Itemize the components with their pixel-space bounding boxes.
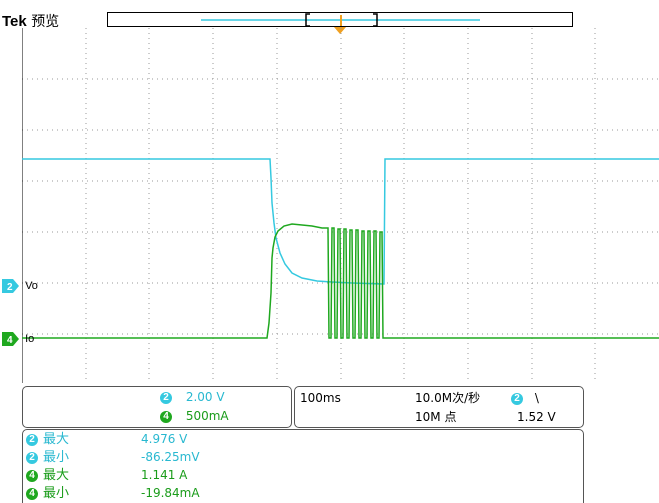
svg-text:2: 2	[7, 282, 13, 293]
svg-text:4: 4	[7, 335, 13, 346]
measurement-row: 2 最小 -86.25mV	[26, 450, 200, 465]
ch4-marker-arrow-icon: 4	[2, 332, 19, 346]
trigger-level: 1.52 V	[517, 410, 556, 424]
trigger-source-readout: 2 \	[511, 391, 539, 405]
ch2-scale-readout: 2 2.00 V	[160, 390, 225, 404]
ch2-ground-marker[interactable]: 2 Vo	[2, 279, 38, 293]
brand-header: Tek 预览	[2, 11, 59, 31]
ch4-scale-value: 500mA	[185, 409, 229, 423]
measurement-value: -86.25mV	[141, 450, 200, 464]
measurement-label: 最小	[43, 450, 70, 465]
ch4-scale-readout: 4 500mA	[160, 409, 229, 423]
vertical-scale-panel[interactable]: 2 2.00 V 4 500mA	[22, 386, 292, 428]
ch4-badge-icon: 4	[160, 410, 172, 423]
measurement-value: -19.84mA	[141, 486, 200, 500]
measurement-channel-badge-icon: 2	[26, 451, 38, 464]
sample-rate: 10.0M次/秒	[415, 391, 481, 405]
ch2-badge-icon: 2	[160, 391, 172, 404]
record-view-graphic	[201, 13, 480, 27]
horizontal-trigger-panel[interactable]: 100ms 10.0M次/秒 10M 点 2 \ 1.52 V	[294, 386, 584, 428]
trigger-source-badge-icon: 2	[511, 392, 523, 405]
record-length: 10M 点	[415, 410, 457, 424]
measurement-label: 最大	[43, 432, 70, 447]
measurement-value: 1.141 A	[141, 468, 188, 482]
brand-logo: Tek	[2, 13, 27, 30]
measurement-row: 4 最大 1.141 A	[26, 468, 187, 483]
acquisition-mode: 预览	[31, 14, 60, 30]
ch4-marker-label: Io	[25, 332, 35, 345]
waveform-graticule	[22, 28, 659, 383]
ch2-scale-value: 2.00 V	[185, 390, 225, 404]
trigger-position-icon[interactable]	[333, 26, 347, 36]
measurement-label: 最小	[43, 486, 70, 501]
measurements-panel[interactable]: 2 最大 4.976 V 2 最小 -86.25mV 4 最大 1.141 A 4 最小 -19.84…	[22, 429, 584, 503]
ch4-ground-marker[interactable]: 4 Io	[2, 332, 34, 346]
ch2-marker-label: Vo	[25, 279, 38, 292]
measurement-channel-badge-icon: 2	[26, 433, 38, 446]
timebase-scale: 100ms	[300, 391, 341, 405]
ch2-marker-arrow-icon: 2	[2, 279, 19, 293]
trigger-slope-icon: \	[534, 391, 539, 405]
measurement-channel-badge-icon: 4	[26, 487, 38, 500]
record-view-bar[interactable]	[107, 12, 573, 27]
measurement-channel-badge-icon: 4	[26, 469, 38, 482]
measurement-value: 4.976 V	[141, 432, 188, 446]
measurement-label: 最大	[43, 468, 70, 483]
measurement-row: 4 最小 -19.84mA	[26, 486, 200, 501]
ch4-waveform	[22, 223, 659, 339]
measurement-row: 2 最大 4.976 V	[26, 432, 187, 447]
